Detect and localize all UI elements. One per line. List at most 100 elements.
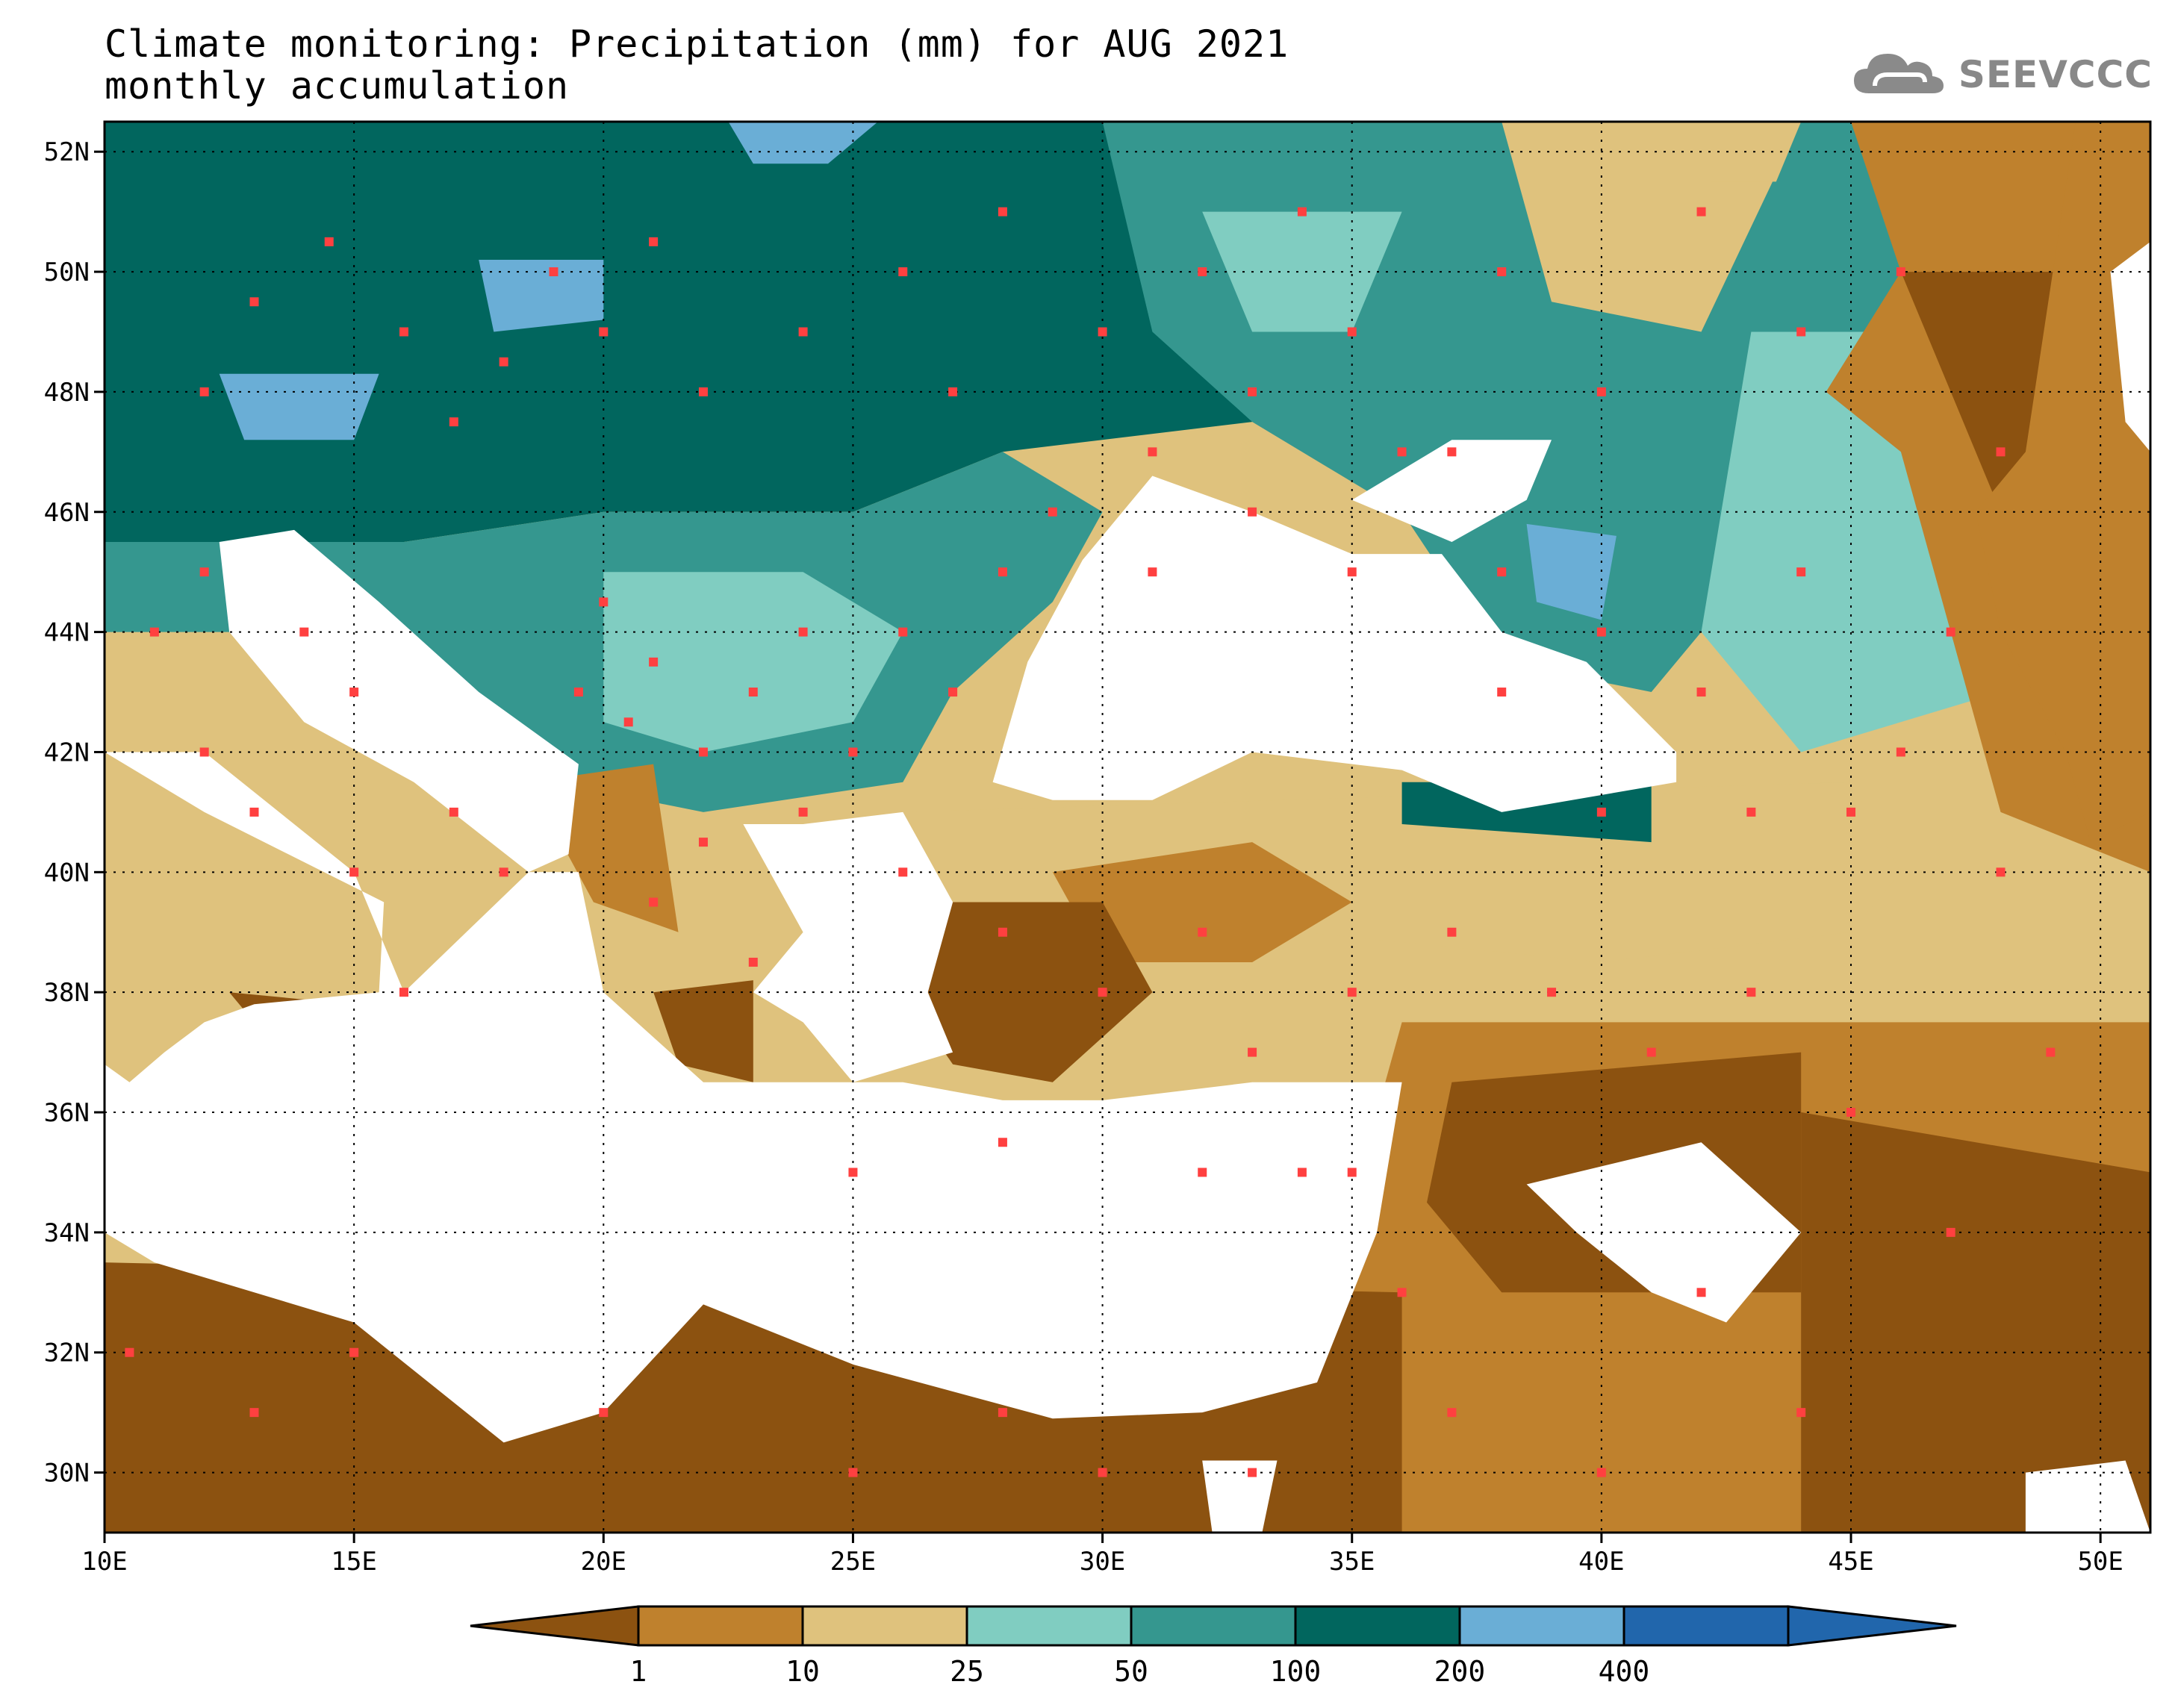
sea-adriatic bbox=[219, 529, 579, 873]
rain-max-poland bbox=[728, 122, 878, 164]
station-marker bbox=[399, 327, 408, 337]
station-marker bbox=[599, 597, 609, 607]
colorbar-label: 100 bbox=[1270, 1655, 1322, 1688]
station-marker bbox=[649, 657, 659, 667]
station-marker bbox=[1796, 327, 1806, 337]
station-marker bbox=[848, 1468, 858, 1477]
station-marker bbox=[599, 1408, 609, 1418]
x-tick-label: 20E bbox=[581, 1547, 626, 1577]
station-marker bbox=[1846, 807, 1856, 817]
sea-mediterranean bbox=[105, 752, 1402, 1443]
station-marker bbox=[1946, 1227, 1955, 1237]
station-marker bbox=[1248, 1047, 1257, 1057]
sea-azov bbox=[1351, 440, 1552, 542]
station-marker bbox=[1596, 1468, 1606, 1477]
sea-aegean bbox=[743, 811, 953, 1082]
station-marker bbox=[1198, 267, 1207, 277]
x-tick-label: 35E bbox=[1329, 1547, 1375, 1577]
station-marker bbox=[449, 807, 458, 817]
sea-caspian-edge bbox=[2110, 241, 2150, 452]
region-serbia bbox=[603, 572, 903, 752]
station-marker bbox=[449, 417, 458, 427]
station-marker bbox=[1347, 567, 1357, 577]
y-tick-label: 52N bbox=[44, 137, 90, 167]
region-caspian-east bbox=[1976, 122, 2150, 843]
station-marker bbox=[1846, 1108, 1856, 1118]
station-marker bbox=[1497, 267, 1507, 277]
station-marker bbox=[549, 267, 558, 277]
station-marker bbox=[599, 327, 609, 337]
station-marker bbox=[1148, 447, 1157, 457]
station-marker bbox=[1596, 387, 1606, 396]
station-marker bbox=[149, 627, 159, 637]
station-marker bbox=[1796, 1408, 1806, 1418]
station-marker bbox=[199, 387, 209, 396]
station-marker bbox=[349, 688, 359, 697]
map-field bbox=[105, 122, 2150, 1533]
x-tick-label: 40E bbox=[1578, 1547, 1624, 1577]
station-marker bbox=[1297, 207, 1307, 216]
station-marker bbox=[199, 567, 209, 577]
chart-title: Climate monitoring: Precipitation (mm) f… bbox=[105, 22, 1289, 66]
station-marker bbox=[125, 1347, 134, 1357]
station-marker bbox=[998, 1408, 1007, 1418]
station-marker bbox=[898, 627, 908, 637]
station-marker bbox=[399, 988, 408, 997]
station-marker bbox=[798, 327, 808, 337]
station-markers bbox=[125, 207, 2056, 1477]
station-marker bbox=[1596, 807, 1606, 817]
station-marker bbox=[748, 688, 758, 697]
region-peloponnese bbox=[653, 980, 753, 1082]
station-marker bbox=[349, 1347, 359, 1357]
station-marker bbox=[848, 1168, 858, 1177]
colorbar-extend-low bbox=[470, 1605, 640, 1647]
station-marker bbox=[573, 688, 583, 697]
station-marker bbox=[1696, 1288, 1706, 1297]
station-marker bbox=[898, 267, 908, 277]
station-marker bbox=[649, 897, 659, 907]
station-marker bbox=[948, 688, 958, 697]
colorbar-label: 25 bbox=[950, 1655, 984, 1688]
colorbar-bin bbox=[1622, 1605, 1790, 1647]
colorbar-label: 10 bbox=[785, 1655, 820, 1688]
rain-max-kuban bbox=[1526, 523, 1617, 620]
colorbar-label: 400 bbox=[1599, 1655, 1650, 1688]
station-marker bbox=[1198, 1168, 1207, 1177]
station-marker bbox=[1248, 1468, 1257, 1477]
station-marker bbox=[1596, 627, 1606, 637]
region-central-europe bbox=[105, 122, 1452, 542]
station-marker bbox=[299, 627, 309, 637]
x-axis: 10E 15E 20E 25E 30E 35E 40E 45E 50E bbox=[81, 1533, 2123, 1577]
rain-max-carpathians bbox=[479, 260, 604, 332]
x-tick-label: 15E bbox=[331, 1547, 376, 1577]
station-marker bbox=[1248, 507, 1257, 517]
station-marker bbox=[1098, 988, 1107, 997]
sea-persian-gulf bbox=[2025, 1460, 2150, 1533]
station-marker bbox=[848, 747, 858, 757]
colorbar-bin bbox=[1130, 1605, 1297, 1647]
station-marker bbox=[1148, 567, 1157, 577]
colorbar-bin bbox=[637, 1605, 804, 1647]
chart-subtitle: monthly accumulation bbox=[105, 64, 570, 107]
station-marker bbox=[1447, 447, 1457, 457]
station-marker bbox=[1347, 327, 1357, 337]
station-marker bbox=[698, 387, 708, 396]
station-marker bbox=[798, 807, 808, 817]
cloud-icon bbox=[1853, 54, 1944, 93]
station-marker bbox=[1098, 327, 1107, 337]
station-marker bbox=[998, 927, 1007, 937]
station-marker bbox=[1447, 1408, 1457, 1418]
station-marker bbox=[1896, 267, 1905, 277]
logo-text: SEEVCCC bbox=[1958, 53, 2153, 96]
y-tick-label: 50N bbox=[44, 258, 90, 287]
station-marker bbox=[1297, 1168, 1307, 1177]
sea-gulf-suez bbox=[1202, 1460, 1278, 1533]
y-tick-label: 46N bbox=[44, 498, 90, 528]
station-marker bbox=[199, 747, 209, 757]
station-marker bbox=[1397, 1288, 1407, 1297]
y-tick-label: 44N bbox=[44, 618, 90, 648]
x-tick-label: 10E bbox=[81, 1547, 127, 1577]
station-marker bbox=[623, 717, 633, 727]
sea-black bbox=[992, 476, 1677, 812]
